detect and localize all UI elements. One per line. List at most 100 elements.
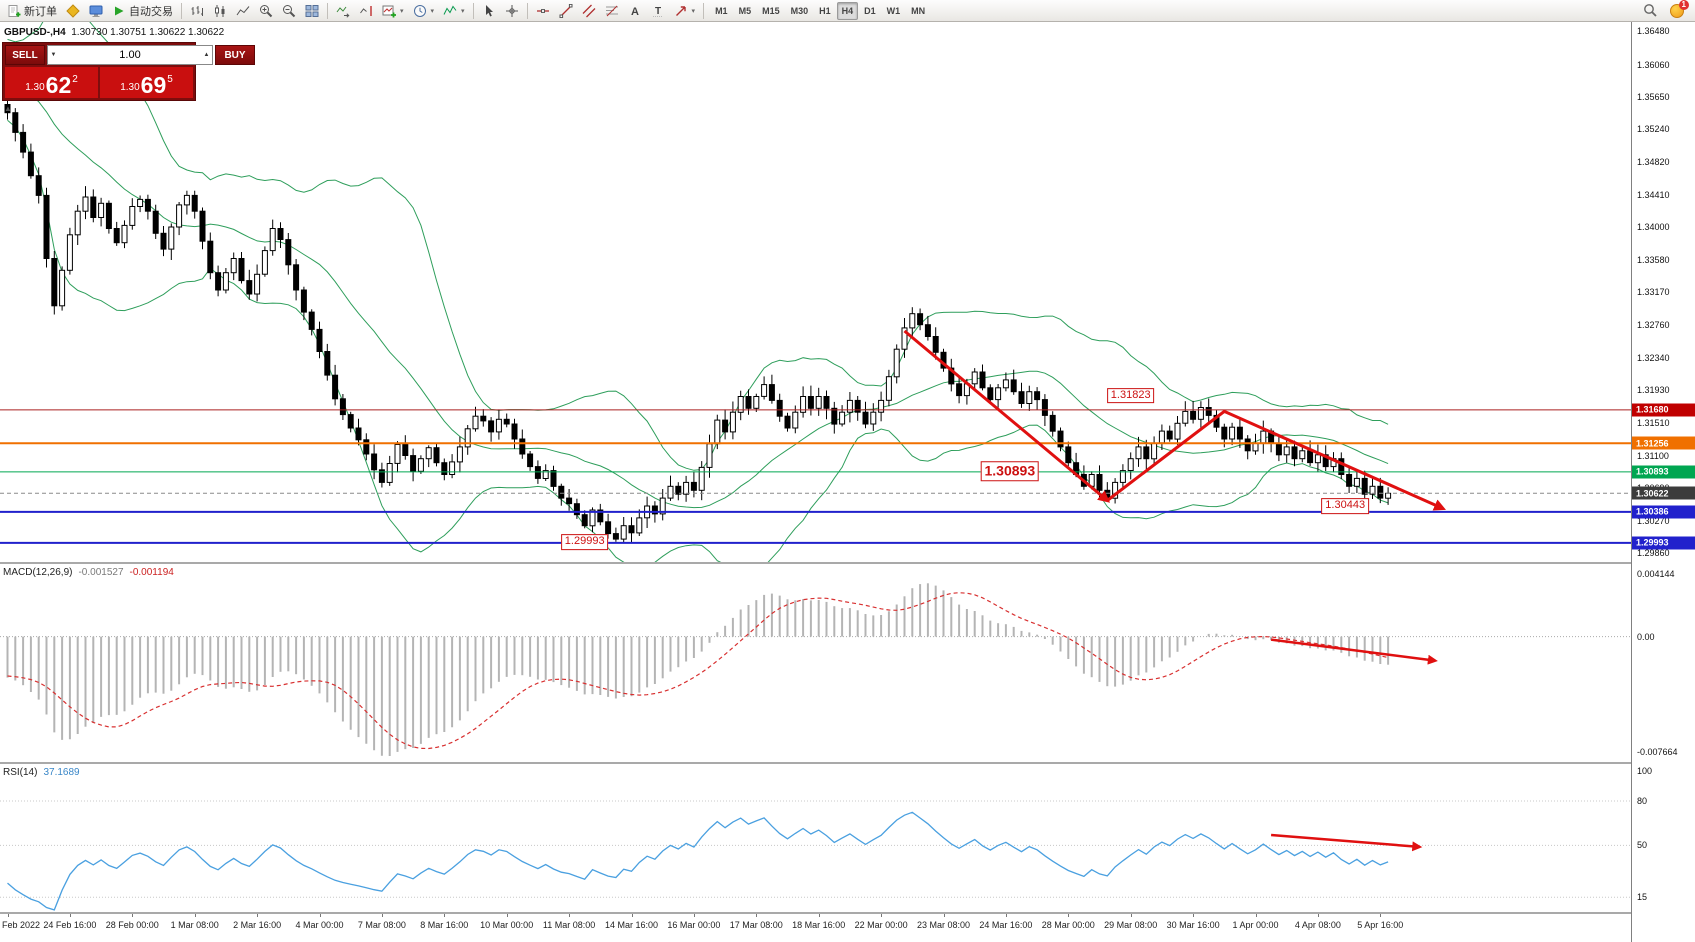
sell-price-button[interactable]: 1.30 62 2 bbox=[5, 67, 98, 98]
timeframe-button-w1[interactable]: W1 bbox=[886, 5, 901, 16]
time-tick bbox=[881, 914, 883, 917]
macd-signal-value: -0.001194 bbox=[129, 567, 174, 578]
zoom-in-button[interactable] bbox=[255, 1, 277, 21]
buy-button[interactable]: BUY bbox=[215, 45, 255, 65]
fibonacci-icon bbox=[605, 5, 618, 16]
volume-input[interactable] bbox=[59, 49, 201, 61]
chart-profile-button[interactable] bbox=[62, 1, 84, 21]
zoom-out-button[interactable] bbox=[278, 1, 300, 21]
timeframe-button-m1[interactable]: M1 bbox=[715, 5, 728, 16]
sell-price-pipette: 2 bbox=[72, 74, 78, 85]
rsi-arrow bbox=[1271, 833, 1423, 852]
one-click-trading-panel: SELL ▼ ▲ BUY 1.30 62 2 1.30 69 5 bbox=[2, 42, 255, 101]
timeframe-button-h4[interactable]: H4 bbox=[836, 1, 859, 20]
price-axis-label: 1.33170 bbox=[1637, 287, 1670, 298]
time-axis-label: 29 Mar 08:00 bbox=[1104, 920, 1158, 930]
crosshair-tool-button[interactable] bbox=[501, 1, 523, 21]
toolbar-separator bbox=[181, 2, 182, 19]
terminal-button[interactable] bbox=[85, 1, 107, 21]
line-chart-type-button[interactable] bbox=[232, 1, 254, 21]
autotrade-button[interactable]: 自动交易 bbox=[108, 1, 177, 21]
time-tick bbox=[319, 914, 321, 917]
arrows-tool-button[interactable]: ▾ bbox=[670, 1, 700, 21]
time-tick bbox=[693, 914, 695, 917]
auto-scroll-icon bbox=[336, 6, 350, 18]
notification-icon[interactable]: 1 bbox=[1670, 0, 1689, 18]
one-click-collapse-button[interactable]: ▲ bbox=[4, 104, 12, 113]
timeframe-button-mn[interactable]: MN bbox=[911, 5, 926, 16]
bar-chart-type-button[interactable] bbox=[186, 1, 208, 21]
rsi-axis-label: 100 bbox=[1637, 766, 1653, 777]
timeframe-button-m30[interactable]: M30 bbox=[790, 5, 809, 16]
label-tool-button[interactable]: T bbox=[647, 1, 669, 21]
chevron-down-icon: ▾ bbox=[461, 7, 465, 15]
timeframe-button-d1[interactable]: D1 bbox=[864, 5, 876, 16]
trendline-tool-button[interactable] bbox=[555, 1, 577, 21]
rsi-value: 37.1689 bbox=[43, 767, 80, 778]
chart-canvas[interactable] bbox=[0, 22, 1631, 942]
tile-windows-button[interactable] bbox=[301, 1, 323, 21]
periods-button[interactable]: ▾ bbox=[409, 1, 439, 21]
panel-separator[interactable] bbox=[0, 762, 1695, 764]
price-axis-label: 1.32340 bbox=[1637, 352, 1670, 363]
new-order-label: 新订单 bbox=[24, 5, 57, 18]
ohlc-values: 1.30730 1.30751 1.30622 1.30622 bbox=[71, 27, 225, 38]
timeframe-button-m5[interactable]: M5 bbox=[738, 5, 752, 16]
horizontal-line-icon bbox=[536, 8, 549, 13]
time-axis-label: 24 Feb 16:00 bbox=[43, 920, 97, 930]
sell-price-prefix: 1.30 bbox=[25, 82, 45, 93]
channel-tool-button[interactable] bbox=[578, 1, 600, 21]
time-axis-label: 18 Mar 16:00 bbox=[792, 920, 846, 930]
time-axis-label: 1 Mar 08:00 bbox=[170, 920, 219, 930]
buy-price-button[interactable]: 1.30 69 5 bbox=[100, 67, 193, 98]
buy-price-prefix: 1.30 bbox=[120, 82, 140, 93]
time-tick bbox=[818, 914, 820, 917]
volume-decrease-button[interactable]: ▼ bbox=[50, 52, 57, 58]
time-tick bbox=[1068, 914, 1070, 917]
macd-indicator-label: MACD(12,26,9) -0.001527 -0.001194 bbox=[3, 567, 174, 578]
price-axis-label: 1.29860 bbox=[1637, 548, 1670, 559]
price-axis-label: 1.31930 bbox=[1637, 385, 1670, 396]
new-chart-button[interactable]: ▾ bbox=[378, 1, 408, 21]
rsi-indicator-label: RSI(14) 37.1689 bbox=[3, 767, 80, 778]
clock-icon bbox=[413, 4, 426, 17]
bar-chart-icon bbox=[191, 5, 203, 16]
chevron-down-icon: ▾ bbox=[400, 7, 404, 15]
volume-increase-button[interactable]: ▲ bbox=[203, 52, 210, 58]
toolbar: 新订单 自动交易 bbox=[0, 0, 1695, 22]
price-tag: 1.29993 bbox=[1632, 536, 1695, 550]
price-axis-label: 1.36480 bbox=[1637, 26, 1670, 37]
price-tag: 1.31256 bbox=[1632, 436, 1695, 450]
new-chart-icon bbox=[382, 5, 396, 17]
search-button[interactable] bbox=[1639, 1, 1662, 21]
price-axis: 1.36480 1.36060 1.35650 1.35240 1.34820 1.344… bbox=[1631, 22, 1695, 942]
time-axis-label: 1 Apr 00:00 bbox=[1232, 920, 1279, 930]
chevron-down-icon: ▾ bbox=[691, 7, 696, 15]
indicators-button[interactable]: ▾ bbox=[439, 1, 469, 21]
channel-icon bbox=[582, 4, 596, 17]
sell-button[interactable]: SELL bbox=[5, 45, 45, 65]
text-icon: A bbox=[631, 6, 639, 18]
horizontal-line-tool-button[interactable] bbox=[532, 1, 554, 21]
auto-scroll-button[interactable] bbox=[332, 1, 354, 21]
chevron-down-icon: ▾ bbox=[430, 7, 435, 15]
new-order-button[interactable]: 新订单 bbox=[3, 1, 61, 21]
fibonacci-tool-button[interactable] bbox=[601, 1, 623, 21]
label-icon: T bbox=[652, 6, 663, 17]
toolbar-separator bbox=[526, 2, 528, 19]
macd-axis-label: 0.00 bbox=[1637, 631, 1655, 642]
panel-separator[interactable] bbox=[0, 912, 1695, 914]
timeframe-button-m15[interactable]: M15 bbox=[762, 5, 780, 16]
timeframe-button-h1[interactable]: H1 bbox=[819, 5, 831, 16]
candlestick-chart-icon bbox=[215, 4, 225, 17]
time-axis-label: 7 Mar 08:00 bbox=[357, 920, 406, 930]
line-chart-icon bbox=[236, 5, 250, 15]
text-tool-button[interactable]: A bbox=[624, 1, 646, 21]
candle-chart-type-button[interactable] bbox=[209, 1, 231, 21]
panel-separator[interactable] bbox=[0, 562, 1695, 564]
time-axis-label: 28 Mar 00:00 bbox=[1041, 920, 1095, 930]
symbol-period-label: GBPUSD-,H4 bbox=[4, 27, 66, 38]
chart-shift-button[interactable] bbox=[355, 1, 377, 21]
time-axis-label: Feb 2022 bbox=[2, 920, 41, 930]
cursor-tool-button[interactable] bbox=[478, 1, 500, 21]
